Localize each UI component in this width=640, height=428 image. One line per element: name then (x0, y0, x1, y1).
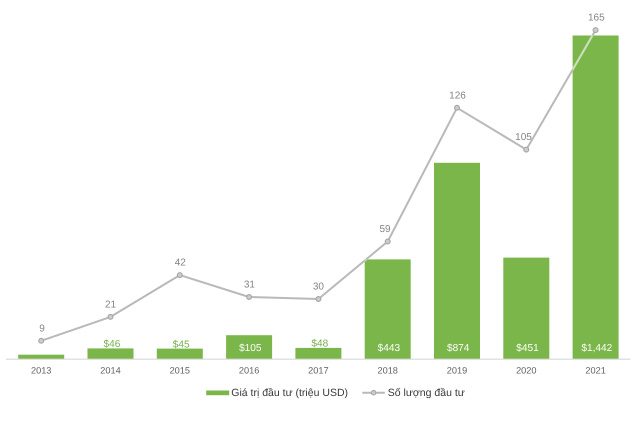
svg-text:$1,442: $1,442 (581, 343, 612, 354)
svg-text:$451: $451 (516, 343, 539, 354)
svg-text:$105: $105 (239, 343, 262, 354)
svg-text:59: 59 (379, 224, 391, 235)
svg-text:30: 30 (313, 282, 325, 293)
svg-text:2021: 2021 (585, 365, 605, 375)
svg-text:$45: $45 (173, 339, 190, 350)
svg-text:2016: 2016 (239, 365, 259, 375)
svg-text:2019: 2019 (447, 365, 467, 375)
svg-text:9: 9 (39, 323, 45, 334)
svg-text:165: 165 (588, 13, 605, 24)
svg-text:2018: 2018 (377, 365, 397, 375)
svg-text:Số lượng đầu tư: Số lượng đầu tư (388, 387, 465, 399)
svg-text:42: 42 (175, 258, 187, 269)
svg-text:126: 126 (449, 90, 466, 101)
svg-text:2015: 2015 (170, 365, 190, 375)
svg-text:$46: $46 (103, 339, 120, 350)
svg-text:31: 31 (244, 280, 256, 291)
svg-text:2014: 2014 (100, 365, 120, 375)
svg-text:Giá trị đầu tư (triệu USD): Giá trị đầu tư (triệu USD) (231, 387, 348, 399)
svg-text:2017: 2017 (308, 365, 328, 375)
svg-text:$443: $443 (378, 343, 401, 354)
svg-text:$874: $874 (447, 343, 470, 354)
svg-text:105: 105 (515, 132, 532, 143)
svg-text:2020: 2020 (516, 365, 536, 375)
svg-text:21: 21 (105, 300, 117, 311)
svg-text:2013: 2013 (31, 365, 51, 375)
svg-text:$48: $48 (311, 338, 328, 349)
